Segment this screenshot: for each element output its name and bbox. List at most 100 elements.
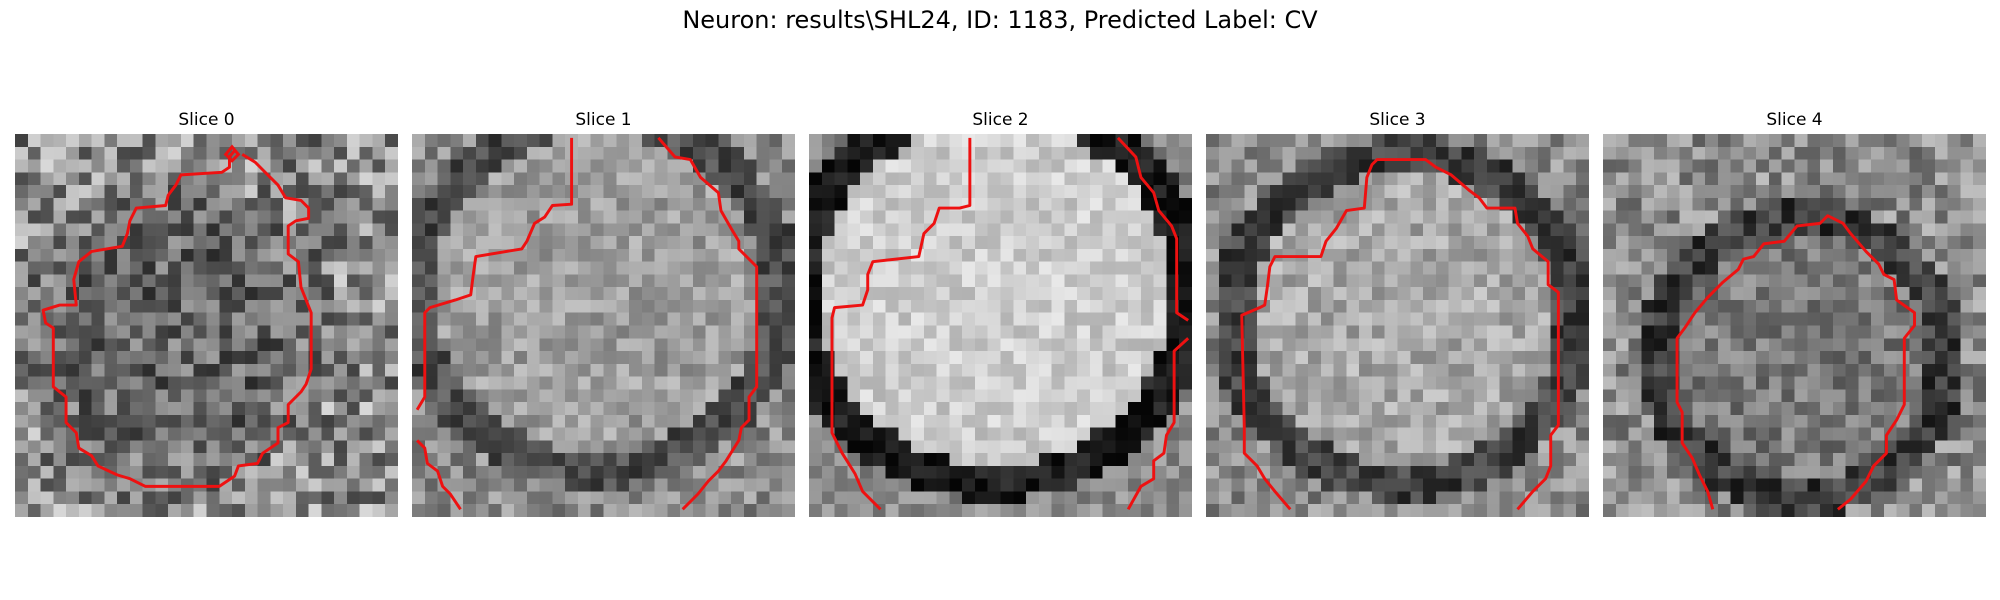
pixel [270,287,284,301]
pixel [552,427,566,441]
pixel [821,236,835,250]
pixel [193,402,207,416]
pixel [552,236,566,250]
pixel [526,402,540,416]
pixel [552,210,566,224]
pixel [514,325,528,339]
pixel [412,146,426,160]
pixel [1537,248,1551,262]
pixel [1820,312,1834,326]
pixel [680,236,694,250]
pixel [1486,465,1500,479]
pixel [526,159,540,173]
pixel [1794,287,1808,301]
pixel [1794,261,1808,275]
pixel [1064,389,1078,403]
pixel [91,223,105,237]
pixel [1871,440,1885,454]
pixel [1295,389,1309,403]
pixel [974,414,988,428]
pixel [680,402,694,416]
pixel [142,351,156,365]
pixel [1320,363,1334,377]
pixel [834,210,848,224]
pixel [1308,402,1322,416]
pixel [346,197,360,211]
pixel [475,440,489,454]
pixel [1013,197,1027,211]
pixel [987,478,1001,492]
pixel [1947,376,1961,390]
pixel [743,465,757,479]
pixel [1206,351,1220,365]
pixel [1089,389,1103,403]
pixel [1077,274,1091,288]
pixel [1934,478,1948,492]
pixel [898,453,912,467]
pixel [769,351,783,365]
pixel [193,261,207,275]
pixel [91,134,105,148]
pixel [1730,210,1744,224]
pixel [1423,389,1437,403]
pixel [1102,376,1116,390]
pixel [142,287,156,301]
pixel [756,325,770,339]
pixel [15,312,29,326]
pixel [692,465,706,479]
pixel [1282,236,1296,250]
pixel [1384,465,1398,479]
pixel [1934,325,1948,339]
pixel [936,402,950,416]
pixel [412,414,426,428]
pixel [1282,427,1296,441]
pixel [756,299,770,313]
pixel [232,172,246,186]
pixel [1333,312,1347,326]
pixel [1820,159,1834,173]
pixel [705,287,719,301]
pixel [539,325,553,339]
pixel [78,159,92,173]
pixel [1282,261,1296,275]
pixel [526,172,540,186]
pixel [1641,478,1655,492]
pixel [718,159,732,173]
pixel [424,312,438,326]
pixel [1153,134,1167,148]
pixel [1115,427,1129,441]
pixel [1858,146,1872,160]
pixel [1038,261,1052,275]
pixel [1525,287,1539,301]
pixel [66,172,80,186]
pixel [78,504,92,517]
pixel [936,427,950,441]
pixel [1666,210,1680,224]
pixel [104,312,118,326]
pixel [104,223,118,237]
pixel [1947,478,1961,492]
pixel [1550,223,1564,237]
pixel [1359,491,1373,505]
pixel [270,325,284,339]
pixel [1423,197,1437,211]
pixel [629,274,643,288]
pixel [257,134,271,148]
pixel [1308,491,1322,505]
pixel [283,427,297,441]
pixel [1960,261,1974,275]
pixel [1013,491,1027,505]
pixel [27,299,41,313]
pixel [1563,453,1577,467]
pixel [1410,159,1424,173]
pixel [782,287,795,301]
pixel [193,134,207,148]
pixel [1743,414,1757,428]
pixel [1576,325,1589,339]
pixel [168,338,182,352]
pixel [359,299,373,313]
pixel [1269,236,1283,250]
pixel [295,172,309,186]
pixel [1499,210,1513,224]
pixel [1768,414,1782,428]
